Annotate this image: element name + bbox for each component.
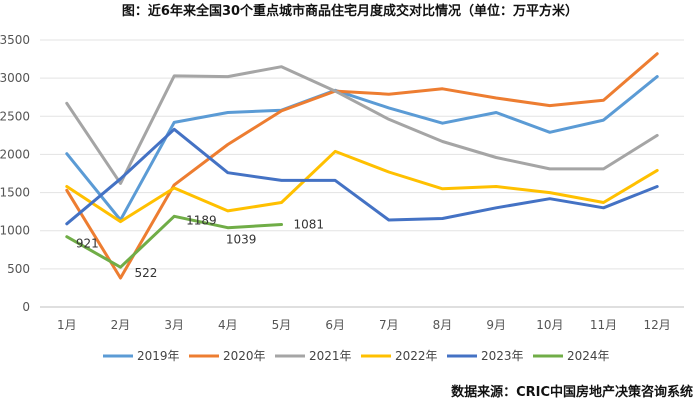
- legend-label: 2019年: [137, 349, 180, 363]
- x-tick-label: 1月: [57, 318, 77, 332]
- data-label: 1039: [226, 233, 257, 247]
- legend-label: 2022年: [395, 349, 438, 363]
- legend: 2019年 2020年 2021年 2022年 2023年 2024年: [103, 349, 610, 363]
- x-tick-label: 2月: [111, 318, 131, 332]
- legend-item: 2021年: [275, 349, 352, 363]
- y-tick-label: 2000: [0, 147, 30, 161]
- x-tick-label: 9月: [486, 318, 506, 332]
- series-lines: [65, 52, 659, 280]
- x-axis-ticks: 1月 2月 3月 4月 5月 6月 7月 8月 9月 10月 11月 12月: [57, 318, 671, 332]
- data-label: 921: [76, 237, 99, 251]
- data-label: 1081: [294, 218, 325, 232]
- y-tick-label: 2500: [0, 109, 30, 123]
- legend-item: 2023年: [447, 349, 524, 363]
- legend-label: 2024年: [567, 349, 610, 363]
- x-tick-label: 10月: [536, 318, 563, 332]
- chart-title: 图：近6年来全国30个重点城市商品住宅月度成交对比情况（单位：万平方米）: [122, 3, 578, 19]
- y-tick-label: 3500: [0, 33, 30, 47]
- y-tick-label: 3000: [0, 71, 30, 85]
- y-tick-label: 1000: [0, 224, 30, 238]
- series-line-2020年: [65, 52, 659, 280]
- legend-label: 2021年: [309, 349, 352, 363]
- data-label: 522: [135, 266, 158, 280]
- legend-item: 2024年: [533, 349, 610, 363]
- x-tick-label: 11月: [590, 318, 617, 332]
- series-line-2023年: [65, 127, 659, 226]
- legend-item: 2019年: [103, 349, 180, 363]
- legend-item: 2022年: [361, 349, 438, 363]
- x-tick-label: 3月: [164, 318, 184, 332]
- data-label: 1189: [186, 213, 217, 227]
- legend-label: 2020年: [223, 349, 266, 363]
- legend-label: 2023年: [481, 349, 524, 363]
- x-tick-label: 5月: [272, 318, 292, 332]
- series-line-2024年: [65, 214, 283, 269]
- x-tick-label: 6月: [325, 318, 345, 332]
- y-axis-ticks: 0 500 1000 1500 2000 2500 3000 3500: [0, 33, 30, 314]
- data-source-note: 数据来源：CRIC中国房地产决策咨询系统: [451, 384, 693, 400]
- y-tick-label: 500: [7, 262, 30, 276]
- y-tick-label: 0: [22, 300, 30, 314]
- x-tick-label: 4月: [218, 318, 238, 332]
- series-line-2021年: [65, 65, 659, 185]
- x-tick-label: 8月: [433, 318, 453, 332]
- x-tick-label: 12月: [644, 318, 671, 332]
- data-labels: 921 522 1189 1039 1081: [76, 213, 324, 280]
- y-tick-label: 1500: [0, 186, 30, 200]
- series-line-2022年: [65, 149, 659, 224]
- x-tick-label: 7月: [379, 318, 399, 332]
- legend-item: 2020年: [189, 349, 266, 363]
